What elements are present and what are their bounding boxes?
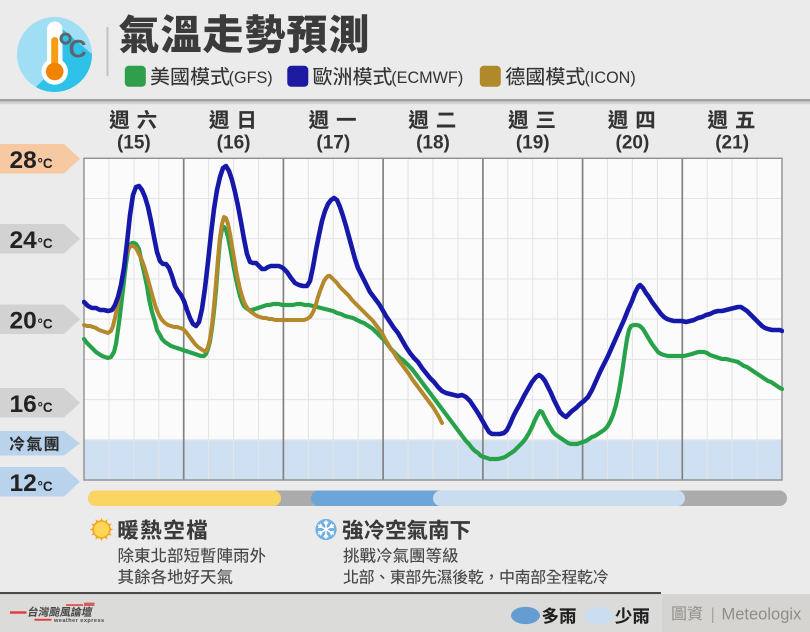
svg-text:°C: °C [38,156,53,171]
svg-text:(18): (18) [416,132,450,153]
svg-text:(GFS): (GFS) [229,69,273,87]
svg-text:24: 24 [10,227,38,254]
svg-text:20: 20 [10,307,37,334]
svg-text:28: 28 [10,147,37,174]
svg-text:C: C [69,36,87,64]
svg-text:°C: °C [38,236,53,251]
svg-text:(19): (19) [516,132,550,153]
svg-text:(ECMWF): (ECMWF) [391,69,463,87]
svg-text:(16): (16) [217,132,251,153]
svg-text:12: 12 [10,470,37,497]
svg-text:(15): (15) [117,132,151,153]
svg-text:(20): (20) [616,132,650,153]
svg-text:°C: °C [38,479,53,494]
svg-text:weather express: weather express [53,618,105,624]
svg-text:(ICON): (ICON) [585,69,636,87]
svg-text:(21): (21) [715,132,749,153]
svg-text:(17): (17) [316,132,350,153]
svg-text:16: 16 [10,391,37,418]
svg-text:Meteologix: Meteologix [722,606,803,624]
svg-text:°C: °C [38,400,53,415]
svg-text:|: | [711,605,715,624]
svg-text:°C: °C [38,316,53,331]
